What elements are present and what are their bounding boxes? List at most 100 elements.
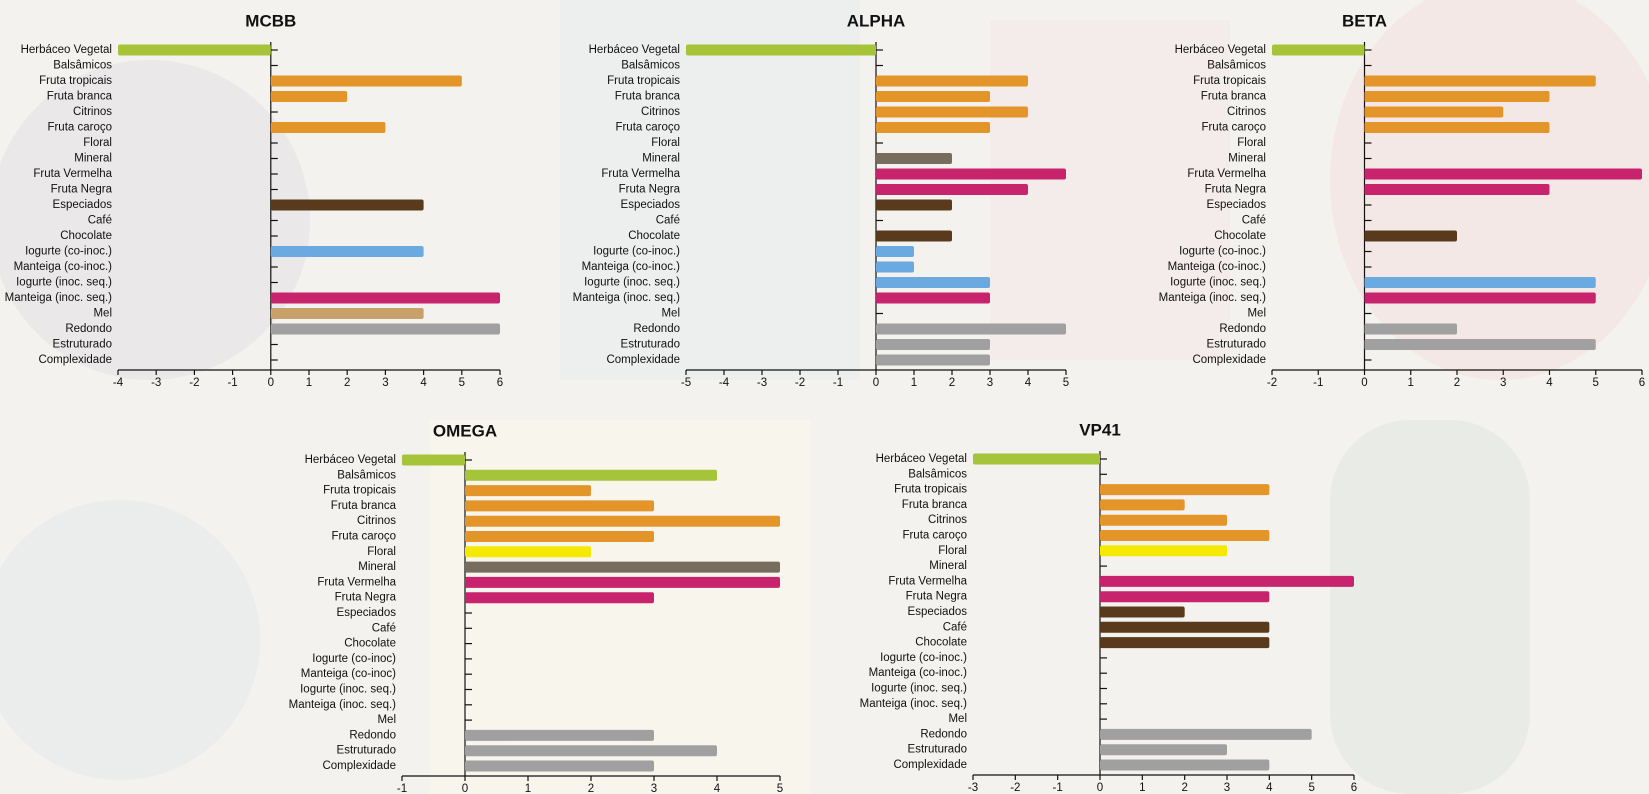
bar: [876, 75, 1028, 87]
bar: [465, 531, 654, 542]
category-label: Chocolate: [1214, 230, 1266, 242]
category-label: Café: [88, 215, 112, 227]
category-label: Fruta branca: [47, 91, 113, 103]
category-label: Fruta caroço: [47, 122, 112, 134]
category-label: Manteiga (inoc. seq.): [1159, 292, 1267, 304]
category-label: Citrinos: [641, 106, 680, 118]
category-label: Mineral: [74, 153, 112, 165]
bar: [270, 246, 424, 257]
category-label: Manteiga (co-inoc): [301, 668, 396, 680]
bg-shape: [990, 20, 1230, 360]
category-label: Iogurte (co-inoc.): [25, 246, 112, 258]
x-tick-label: 3: [651, 783, 657, 794]
bg-shape: [0, 60, 310, 380]
x-tick-label: 1: [1408, 377, 1414, 389]
category-label: Especiados: [621, 199, 681, 211]
x-tick-label: 6: [1639, 377, 1645, 389]
bar: [270, 91, 348, 102]
chart-title: OMEGA: [433, 421, 497, 440]
x-tick-label: 5: [1593, 377, 1599, 389]
category-label: Café: [372, 622, 396, 634]
category-label: Especiados: [53, 199, 113, 211]
bar: [1100, 637, 1270, 649]
bg-shape: [560, 0, 860, 380]
bar: [876, 122, 990, 133]
category-label: Complexidade: [893, 759, 967, 771]
x-tick-label: 1: [525, 783, 531, 794]
category-label: Citrinos: [73, 106, 112, 118]
chart: BETA -2 -1 0 1 2 3 4 5 6 Herbáceo Vegetal Balsâmico…: [1159, 11, 1646, 389]
category-label: Fruta branca: [902, 499, 968, 511]
x-tick-label: -2: [1267, 377, 1277, 389]
bar: [402, 454, 465, 466]
bar: [1364, 339, 1596, 350]
category-label: Fruta tropicais: [894, 484, 967, 496]
bar: [1272, 44, 1365, 56]
bar: [1100, 728, 1312, 740]
x-tick-label: 3: [987, 377, 993, 389]
category-label: Mineral: [358, 561, 396, 573]
bar: [465, 515, 780, 527]
category-label: Fruta tropicais: [323, 485, 396, 497]
bar: [270, 292, 500, 304]
category-label: Mel: [93, 308, 112, 320]
x-tick-label: -1: [1053, 782, 1063, 794]
category-label: Citrinos: [357, 515, 396, 527]
category-label: Mineral: [642, 153, 680, 165]
category-label: Manteiga (co-inoc.): [14, 261, 113, 273]
chart-title: MCBB: [245, 11, 296, 30]
category-label: Fruta Vermelha: [888, 575, 967, 587]
bar: [1100, 484, 1270, 496]
category-label: Chocolate: [628, 230, 680, 242]
category-label: Café: [1242, 215, 1266, 227]
x-tick-label: -1: [833, 377, 843, 389]
category-label: Citrinos: [928, 514, 967, 526]
category-label: Estruturado: [908, 744, 967, 756]
x-tick-label: 5: [1063, 377, 1069, 389]
category-label: Café: [656, 215, 680, 227]
x-tick-label: 0: [1097, 782, 1103, 794]
category-label: Fruta caroço: [331, 531, 396, 543]
category-label: Balsâmicos: [621, 60, 680, 72]
bar: [465, 729, 654, 741]
category-label: Herbáceo Vegetal: [305, 454, 396, 466]
x-tick-label: 2: [1454, 377, 1460, 389]
category-label: Especiados: [908, 606, 968, 618]
category-label: Floral: [938, 545, 967, 557]
category-label: Manteiga (inoc. seq.): [860, 698, 968, 710]
category-label: Redondo: [1219, 323, 1266, 335]
bar: [973, 453, 1100, 465]
category-label: Fruta tropicais: [1193, 75, 1266, 87]
category-label: Fruta caroço: [902, 530, 967, 542]
x-tick-label: -1: [227, 377, 237, 389]
bar: [1364, 75, 1596, 87]
x-tick-label: 6: [1351, 782, 1357, 794]
category-label: Fruta tropicais: [607, 75, 680, 87]
x-tick-label: -4: [113, 377, 124, 389]
chart-title: BETA: [1342, 11, 1387, 30]
bar: [465, 745, 717, 757]
x-tick-label: 0: [268, 377, 274, 389]
category-label: Chocolate: [344, 638, 396, 650]
category-label: Mel: [948, 713, 967, 725]
bar: [1100, 621, 1270, 633]
bar: [465, 760, 654, 772]
category-label: Iogurte (inoc. seq.): [16, 277, 112, 289]
category-label: Fruta Negra: [51, 184, 113, 196]
category-label: Fruta Vermelha: [33, 168, 112, 180]
category-label: Iogurte (co-inoc.): [593, 246, 680, 258]
category-label: Iogurte (inoc. seq.): [584, 277, 680, 289]
x-tick-label: -4: [719, 377, 730, 389]
x-tick-label: 3: [1224, 782, 1230, 794]
x-tick-label: 0: [1361, 377, 1367, 389]
chart: MCBB -4 -3 -2 -1 0 1 2 3 4 5 6 Herbáceo Vegetal Balsâ…: [5, 11, 504, 389]
category-label: Mel: [377, 714, 396, 726]
category-label: Manteiga (co-inoc.): [1168, 261, 1267, 273]
category-label: Manteiga (inoc. seq.): [5, 292, 113, 304]
category-label: Redondo: [920, 728, 967, 740]
category-label: Iogurte (inoc. seq.): [871, 683, 967, 695]
bar: [1100, 499, 1185, 511]
chart: ALPHA -5 -4 -3 -2 -1 0 1 2 3 4 5 Herbáceo Vegetal Bal…: [573, 11, 1070, 389]
chart: OMEGA -1 0 1 2 3 4 5 Herbáceo Vegetal Balsâmicos F…: [289, 421, 784, 794]
